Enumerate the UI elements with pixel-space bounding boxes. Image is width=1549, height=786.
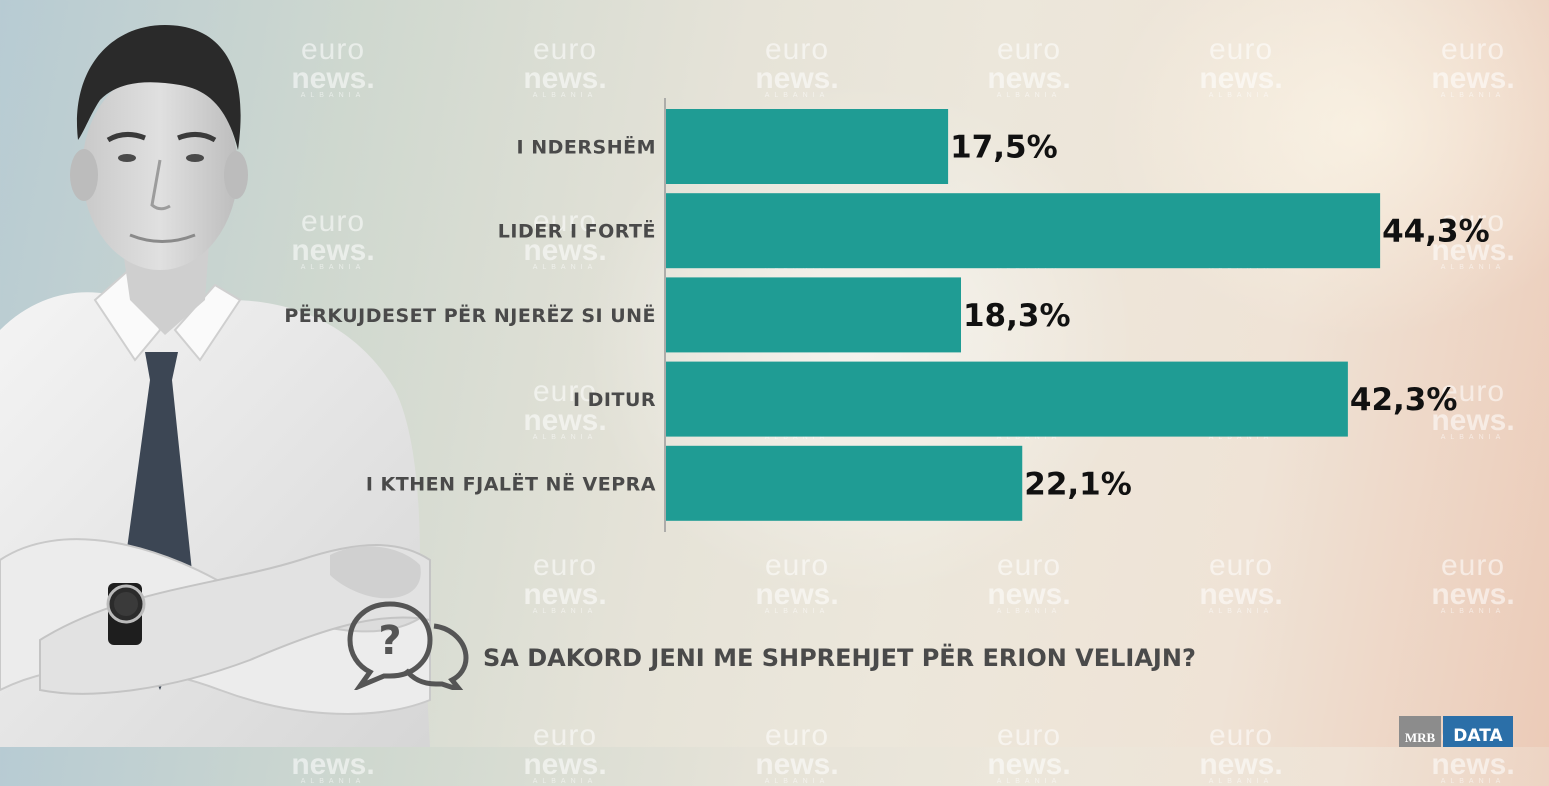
category-label: I NDERSHËM <box>517 135 656 159</box>
svg-text:?: ? <box>378 618 401 664</box>
value-label: 17,5% <box>950 130 1058 166</box>
bar <box>666 361 1348 437</box>
category-label: LIDER I FORTË <box>498 219 656 243</box>
value-label: 18,3% <box>963 298 1071 334</box>
value-label: 42,3% <box>1350 382 1458 418</box>
bar <box>666 193 1381 269</box>
category-label: PËRKUJDESET PËR NJERËZ SI UNË <box>284 303 656 327</box>
category-label: I KTHEN FJALËT NË VEPRA <box>366 471 656 495</box>
question-title: SA DAKORD JENI ME SHPREHJET PËR ERION VE… <box>483 644 1196 672</box>
data-logo: DATA <box>1443 716 1513 747</box>
value-label: 44,3% <box>1382 214 1490 250</box>
mrb-logo: MRB <box>1399 716 1441 747</box>
person-photo <box>0 25 431 747</box>
bar-chart: I NDERSHËM 17,5% LIDER I FORTË 44,3% PËRKUJD… <box>284 98 1490 532</box>
question-bubble-icon: ? <box>347 601 469 690</box>
value-label: 22,1% <box>1024 466 1132 502</box>
bar <box>666 445 1023 521</box>
bar <box>666 109 949 184</box>
bar <box>666 277 961 353</box>
category-label: I DITUR <box>573 389 656 411</box>
